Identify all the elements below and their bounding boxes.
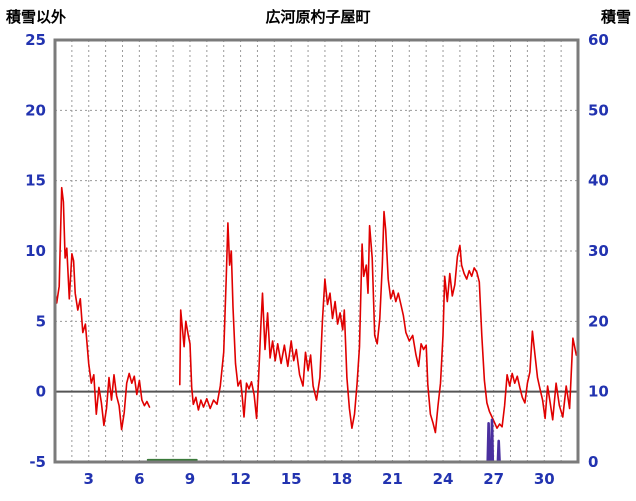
svg-text:60: 60	[588, 31, 609, 49]
svg-text:12: 12	[230, 470, 251, 488]
svg-text:27: 27	[483, 470, 504, 488]
svg-text:0: 0	[588, 453, 598, 471]
svg-text:-5: -5	[29, 453, 46, 471]
svg-text:10: 10	[588, 383, 609, 401]
right-axis-title: 積雪	[600, 8, 631, 26]
svg-text:15: 15	[281, 470, 302, 488]
svg-text:50: 50	[588, 101, 609, 119]
svg-text:10: 10	[25, 242, 46, 260]
svg-text:15: 15	[25, 172, 46, 190]
svg-text:5: 5	[36, 312, 46, 330]
svg-text:3: 3	[84, 470, 94, 488]
chart-title: 広河原杓子屋町	[265, 8, 371, 26]
svg-text:30: 30	[588, 242, 609, 260]
svg-text:40: 40	[588, 172, 609, 190]
svg-text:20: 20	[588, 312, 609, 330]
svg-text:24: 24	[433, 470, 454, 488]
svg-text:9: 9	[185, 470, 195, 488]
svg-text:30: 30	[534, 470, 555, 488]
svg-text:18: 18	[331, 470, 352, 488]
svg-text:25: 25	[25, 31, 46, 49]
left-axis-title: 積雪以外	[6, 8, 67, 26]
svg-text:21: 21	[382, 470, 403, 488]
svg-text:20: 20	[25, 101, 46, 119]
svg-text:0: 0	[36, 383, 46, 401]
svg-text:6: 6	[134, 470, 144, 488]
